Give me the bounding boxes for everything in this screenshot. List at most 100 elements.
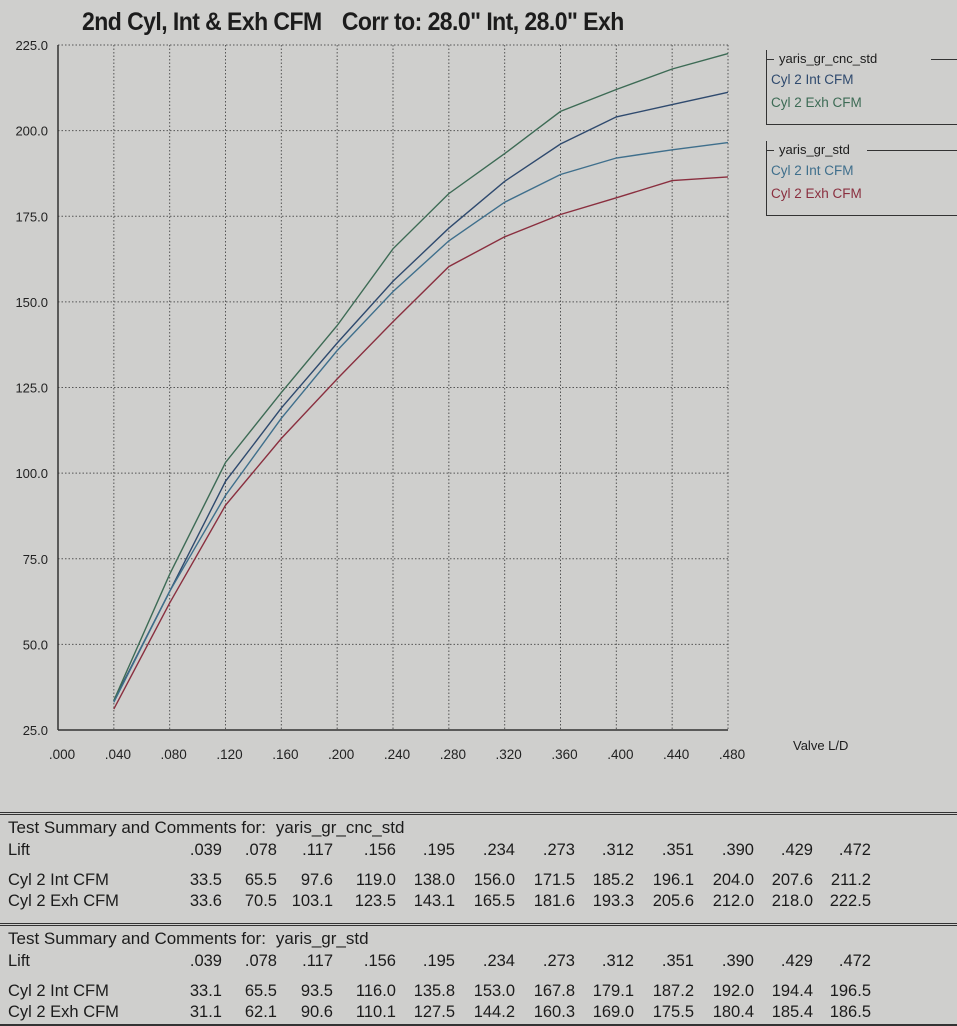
summary-cell: .472 <box>838 952 871 970</box>
summary-cell: 123.5 <box>354 892 396 910</box>
summary-cell: 143.1 <box>413 892 455 910</box>
summary-cell: .234 <box>482 952 515 970</box>
summary-cell: 165.5 <box>473 892 515 910</box>
summary-cell: 186.5 <box>829 1003 871 1021</box>
summary-cell: .312 <box>601 952 634 970</box>
summary-cell: 144.2 <box>473 1003 515 1021</box>
summary-cell: 185.2 <box>592 871 634 889</box>
svg-text:.280: .280 <box>440 747 466 762</box>
series-line-1 <box>113 52 729 701</box>
summary-cell: 192.0 <box>712 982 754 1000</box>
chart-grid <box>57 44 729 731</box>
chart-series <box>113 52 729 710</box>
summary-row-int: Cyl 2 Int CFM 33.5 65.5 97.6 119.0 138.0 156.0… <box>8 871 871 889</box>
svg-text:.320: .320 <box>496 747 522 762</box>
chart-title-main: 2nd Cyl, Int & Exh CFM <box>82 8 322 36</box>
summary-cell: .156 <box>363 952 396 970</box>
summary-row-lift: Lift .039.078.117.156.195.234.273.312.351… <box>8 841 871 859</box>
summary-cell: .390 <box>721 952 754 970</box>
summary-cell: 65.5 <box>244 871 277 889</box>
summary-cell: 103.1 <box>291 892 333 910</box>
svg-text:.000: .000 <box>49 747 75 762</box>
summary-cell: .312 <box>601 841 634 859</box>
summary-cell: 204.0 <box>712 871 754 889</box>
summary-cell: .273 <box>542 952 575 970</box>
summary-cell: 218.0 <box>771 892 813 910</box>
svg-text:25.0: 25.0 <box>23 723 48 738</box>
svg-text:.040: .040 <box>105 747 131 762</box>
summary-cell: 33.6 <box>189 892 222 910</box>
summary-cell: 175.5 <box>652 1003 694 1021</box>
summary-cell: 169.0 <box>592 1003 634 1021</box>
summary-test-name: yaris_gr_std <box>275 929 369 948</box>
svg-text:100.0: 100.0 <box>15 466 48 481</box>
summary-cell: 181.6 <box>533 892 575 910</box>
svg-text:175.0: 175.0 <box>15 209 48 224</box>
summary-cell: 179.1 <box>592 982 634 1000</box>
summary-cell: .351 <box>661 952 694 970</box>
summary-cell: .429 <box>780 952 813 970</box>
summary-cell: .195 <box>422 952 455 970</box>
flow-chart: 225.0 200.0 175.0 150.0 125.0 100.0 75.0 50.0 25… <box>15 38 745 762</box>
summary-cell: .117 <box>302 952 333 970</box>
summary-cell: 185.4 <box>771 1003 813 1021</box>
summary-cell: 212.0 <box>712 892 754 910</box>
summary-cell: 116.0 <box>355 982 396 1000</box>
legend-item-std-exh: Cyl 2 Exh CFM <box>771 186 862 201</box>
summary-cell: 90.6 <box>300 1003 333 1021</box>
summary-cell: 119.0 <box>355 871 396 889</box>
svg-text:.240: .240 <box>384 747 410 762</box>
legend-item-cnc-int: Cyl 2 Int CFM <box>771 72 854 87</box>
summary-heading: Test Summary and Comments for: yaris_gr_s… <box>8 929 369 948</box>
summary-cell: 180.4 <box>712 1003 754 1021</box>
summary-cell: .195 <box>422 841 455 859</box>
summary-cell: .429 <box>780 841 813 859</box>
series-line-2 <box>113 141 729 703</box>
summary-cell: .390 <box>721 841 754 859</box>
summary-cell: .078 <box>244 952 277 970</box>
summary-cell: 70.5 <box>244 892 277 910</box>
summary-cell: .234 <box>482 841 515 859</box>
summary-row-lift: Lift .039.078.117.156.195.234.273.312.351… <box>8 952 871 970</box>
svg-text:75.0: 75.0 <box>23 552 48 567</box>
summary-row-exh: Cyl 2 Exh CFM 33.6 70.5 103.1 123.5 143.1 165.… <box>8 892 871 910</box>
svg-text:.080: .080 <box>161 747 187 762</box>
svg-text:.360: .360 <box>551 747 577 762</box>
test-summary-std: Test Summary and Comments for: yaris_gr_s… <box>0 923 957 1026</box>
summary-cell: 196.5 <box>829 982 871 1000</box>
summary-row-int: Cyl 2 Int CFM 33.1 65.5 93.5 116.0 135.8 153.0… <box>8 982 871 1000</box>
summary-cell: .472 <box>838 841 871 859</box>
legend-group-title: yaris_gr_cnc_std <box>766 50 957 68</box>
summary-test-name: yaris_gr_cnc_std <box>275 818 405 837</box>
summary-cell: 194.4 <box>771 982 813 1000</box>
svg-text:.200: .200 <box>328 747 354 762</box>
svg-text:.480: .480 <box>719 747 745 762</box>
svg-text:225.0: 225.0 <box>15 38 48 53</box>
summary-cell: 153.0 <box>473 982 515 1000</box>
summary-cell: 135.8 <box>413 982 455 1000</box>
summary-cell: 31.1 <box>189 1003 222 1021</box>
summary-cell: 138.0 <box>413 871 455 889</box>
svg-text:50.0: 50.0 <box>23 637 48 652</box>
y-axis-ticks: 225.0 200.0 175.0 150.0 125.0 100.0 75.0 50.0 25… <box>15 38 48 738</box>
summary-cell: 222.5 <box>829 892 871 910</box>
summary-cell: .156 <box>363 841 396 859</box>
chart-axes <box>57 45 728 731</box>
x-axis-ticks: .000 .040 .080 .120 .160 .200 .240 .280 .320 .360… <box>49 747 745 762</box>
svg-text:125.0: 125.0 <box>15 381 48 396</box>
summary-heading: Test Summary and Comments for: yaris_gr_c… <box>8 818 405 837</box>
chart-title: 2nd Cyl, Int & Exh CFM Corr to: 28.0" Int… <box>82 8 624 37</box>
summary-cell: 156.0 <box>473 871 515 889</box>
svg-text:.120: .120 <box>216 747 242 762</box>
summary-cell: .039 <box>189 952 222 970</box>
summary-cell: 110.1 <box>355 1003 396 1021</box>
svg-text:200.0: 200.0 <box>15 124 48 139</box>
summary-cell: 207.6 <box>771 871 813 889</box>
summary-cell: .117 <box>302 841 333 859</box>
summary-cell: .351 <box>661 841 694 859</box>
summary-cell: 33.5 <box>189 871 222 889</box>
summary-cell: 167.8 <box>533 982 575 1000</box>
legend-item-std-int: Cyl 2 Int CFM <box>771 163 854 178</box>
summary-cell: 33.1 <box>189 982 222 1000</box>
x-axis-label: Valve L/D <box>793 738 849 753</box>
